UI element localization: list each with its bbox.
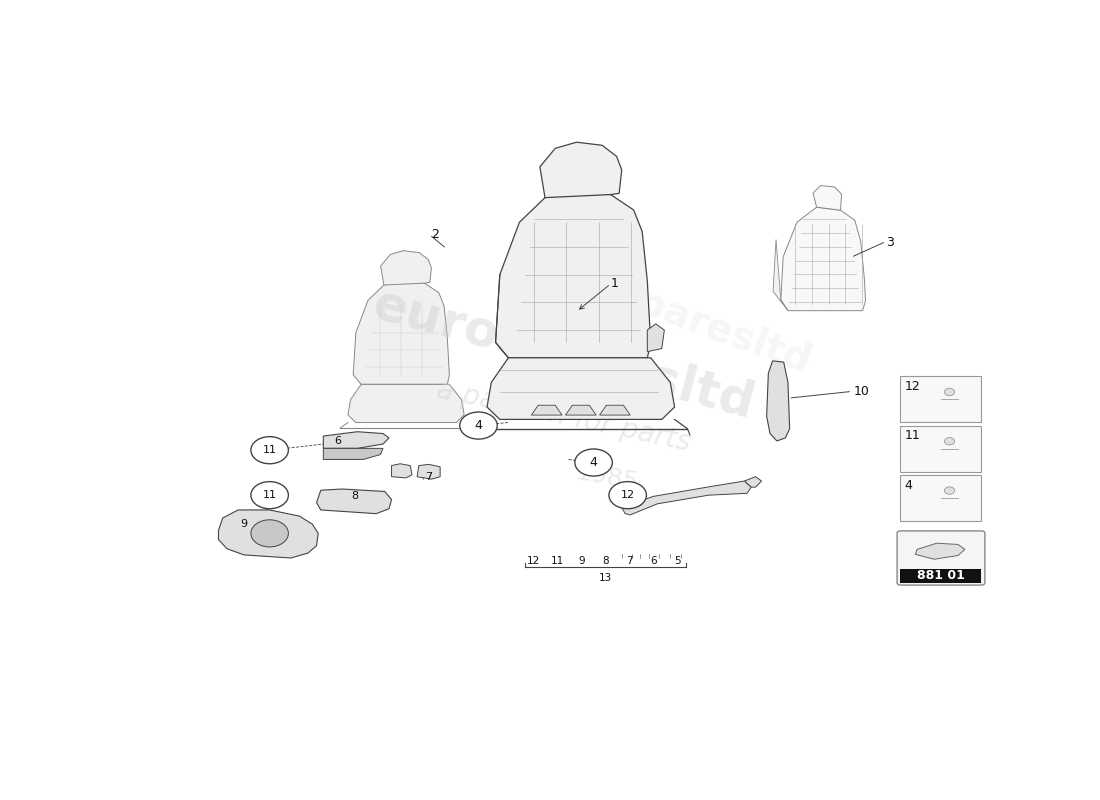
Polygon shape	[540, 142, 622, 198]
Polygon shape	[767, 361, 790, 441]
Circle shape	[460, 412, 497, 439]
Polygon shape	[317, 489, 392, 514]
Circle shape	[609, 482, 647, 509]
FancyBboxPatch shape	[901, 426, 981, 472]
Text: 8: 8	[602, 556, 608, 566]
Text: 9: 9	[579, 556, 585, 566]
FancyBboxPatch shape	[901, 569, 981, 582]
Text: 8: 8	[351, 491, 359, 502]
Polygon shape	[219, 510, 318, 558]
Text: 11: 11	[263, 445, 276, 455]
Text: 12: 12	[527, 556, 540, 566]
Text: 12: 12	[904, 380, 921, 393]
Polygon shape	[392, 464, 412, 478]
Text: 6: 6	[650, 556, 657, 566]
Text: 13: 13	[598, 573, 612, 582]
Text: 1: 1	[610, 278, 618, 290]
Text: 11: 11	[263, 490, 276, 500]
Polygon shape	[381, 250, 431, 285]
Text: 7: 7	[626, 556, 632, 566]
Text: 4: 4	[474, 419, 483, 432]
Text: eurosparesltd: eurosparesltd	[516, 242, 816, 382]
Polygon shape	[915, 543, 965, 559]
Text: 9: 9	[241, 519, 248, 529]
Text: 4: 4	[590, 456, 597, 469]
Text: 11: 11	[551, 556, 564, 566]
Circle shape	[251, 520, 288, 547]
Polygon shape	[348, 384, 464, 422]
Polygon shape	[417, 464, 440, 479]
Polygon shape	[773, 239, 788, 310]
Circle shape	[945, 388, 955, 396]
Polygon shape	[565, 406, 596, 415]
Polygon shape	[531, 406, 562, 415]
Polygon shape	[495, 190, 651, 358]
Circle shape	[945, 438, 955, 445]
Circle shape	[251, 482, 288, 509]
Text: 11: 11	[904, 430, 921, 442]
Polygon shape	[323, 432, 389, 448]
Text: 7: 7	[426, 472, 432, 482]
Circle shape	[251, 437, 288, 464]
Polygon shape	[600, 406, 630, 415]
Text: 4: 4	[904, 478, 913, 491]
Polygon shape	[745, 477, 761, 487]
Text: 12: 12	[620, 490, 635, 500]
Polygon shape	[813, 186, 842, 210]
Text: eurosparesltd: eurosparesltd	[367, 281, 760, 429]
Text: 5: 5	[674, 556, 681, 566]
Text: 3: 3	[886, 236, 894, 249]
Polygon shape	[647, 324, 664, 352]
Text: a passion for parts: a passion for parts	[434, 376, 693, 457]
FancyBboxPatch shape	[901, 376, 981, 422]
Text: 881 01: 881 01	[917, 570, 965, 582]
Text: 10: 10	[854, 385, 869, 398]
Polygon shape	[781, 207, 866, 310]
Text: 2: 2	[431, 228, 440, 241]
FancyBboxPatch shape	[898, 531, 984, 585]
Text: 1985: 1985	[573, 461, 640, 495]
Circle shape	[575, 449, 613, 476]
Circle shape	[945, 487, 955, 494]
Polygon shape	[323, 448, 383, 459]
FancyBboxPatch shape	[901, 475, 981, 521]
Polygon shape	[353, 280, 450, 384]
Polygon shape	[487, 358, 674, 419]
Polygon shape	[621, 481, 751, 515]
Text: 6: 6	[334, 436, 341, 446]
